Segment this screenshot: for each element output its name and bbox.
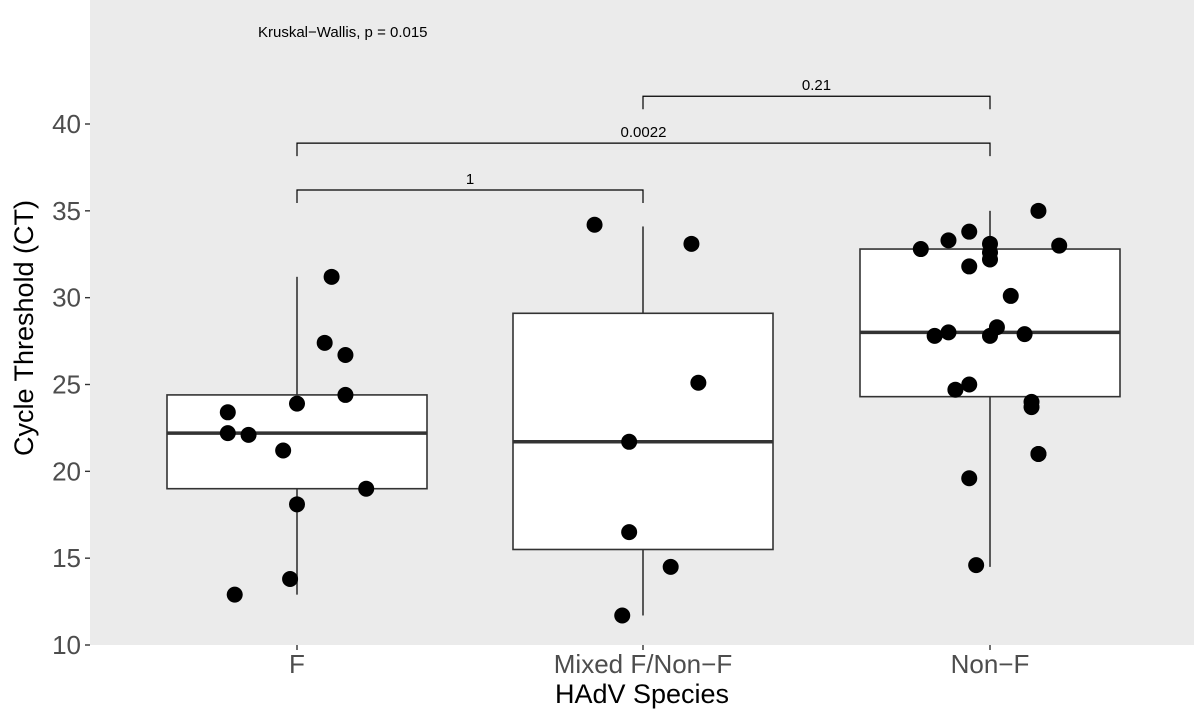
box-body [512,312,774,551]
y-axis: 10 15 20 25 30 35 40 [52,109,90,660]
data-point [316,334,333,351]
comparison-bracket [296,142,991,157]
data-point [586,216,603,233]
data-point [912,241,929,258]
y-tick-label: 15 [52,543,81,573]
box-mixed-f-non-f [512,226,774,616]
data-point [282,571,299,588]
data-point [337,386,354,403]
y-tick-label: 35 [52,196,81,226]
comparison-f-vs-mixed-f-non-f: 1 [296,171,644,203]
data-point [947,381,964,398]
comparison-bracket [642,95,991,110]
comparison-p-label: 0.0022 [621,124,667,141]
data-point [961,258,978,275]
data-point [621,524,638,541]
x-tick-label: F [289,649,305,679]
box-body [859,248,1121,398]
data-point [683,235,700,252]
y-tick-label: 40 [52,109,81,139]
data-point [961,223,978,240]
x-axis-title: HAdV Species [555,679,729,709]
data-point [275,442,292,459]
data-point [226,586,243,603]
data-point [240,426,257,443]
x-axis: F Mixed F/Non−F Non−F [289,645,1029,679]
data-point [323,268,340,285]
data-point [961,376,978,393]
boxes-layer [166,210,1121,616]
comparisons-layer: 1 0.0022 0.21 [296,77,991,203]
data-point [662,558,679,575]
y-tick-label: 25 [52,370,81,400]
data-point [1002,287,1019,304]
data-point [988,319,1005,336]
points-layer [219,202,1068,624]
y-tick-label: 30 [52,283,81,313]
comparison-f-vs-non-f: 0.0022 [296,124,991,157]
data-point [690,374,707,391]
data-point [968,557,985,574]
data-point [926,327,943,344]
y-axis-title: Cycle Threshold (CT) [9,200,39,456]
y-tick-label: 20 [52,456,81,486]
data-point [1051,237,1068,254]
x-tick-label: Non−F [951,649,1030,679]
data-point [337,346,354,363]
data-point [1023,399,1040,416]
data-point [940,324,957,341]
comparison-p-label: 1 [466,171,474,188]
data-point [289,496,305,513]
data-point [358,480,375,497]
data-point [961,470,978,487]
y-tick-label: 10 [52,630,81,660]
data-point [1016,326,1033,343]
data-point [219,404,236,421]
data-point [1030,202,1047,219]
data-point [614,607,631,624]
comparison-mixed-f-non-f-vs-non-f: 0.21 [642,77,991,110]
comparison-bracket [296,189,644,203]
data-point [621,433,638,450]
data-point [982,251,998,268]
data-point [219,425,236,442]
data-point [289,395,305,412]
x-tick-label: Mixed F/Non−F [554,649,732,679]
data-point [940,232,957,249]
comparison-p-label: 0.21 [802,77,831,94]
data-point [982,235,998,252]
kruskal-wallis-annotation: Kruskal−Wallis, p = 0.015 [258,24,428,41]
data-point [1030,445,1047,462]
